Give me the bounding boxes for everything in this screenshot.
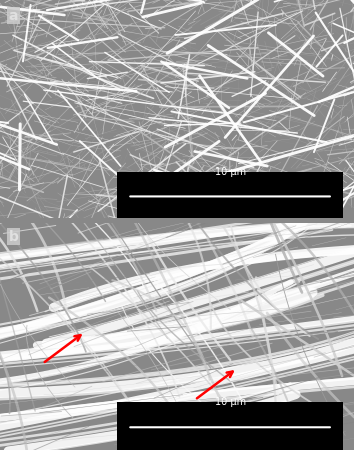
Text: 10 μm: 10 μm (215, 397, 246, 407)
Bar (117, 172, 343, 234)
Text: 10 μm: 10 μm (215, 167, 246, 177)
Bar (117, 402, 343, 450)
Text: a: a (9, 9, 18, 23)
Text: b: b (9, 230, 19, 243)
